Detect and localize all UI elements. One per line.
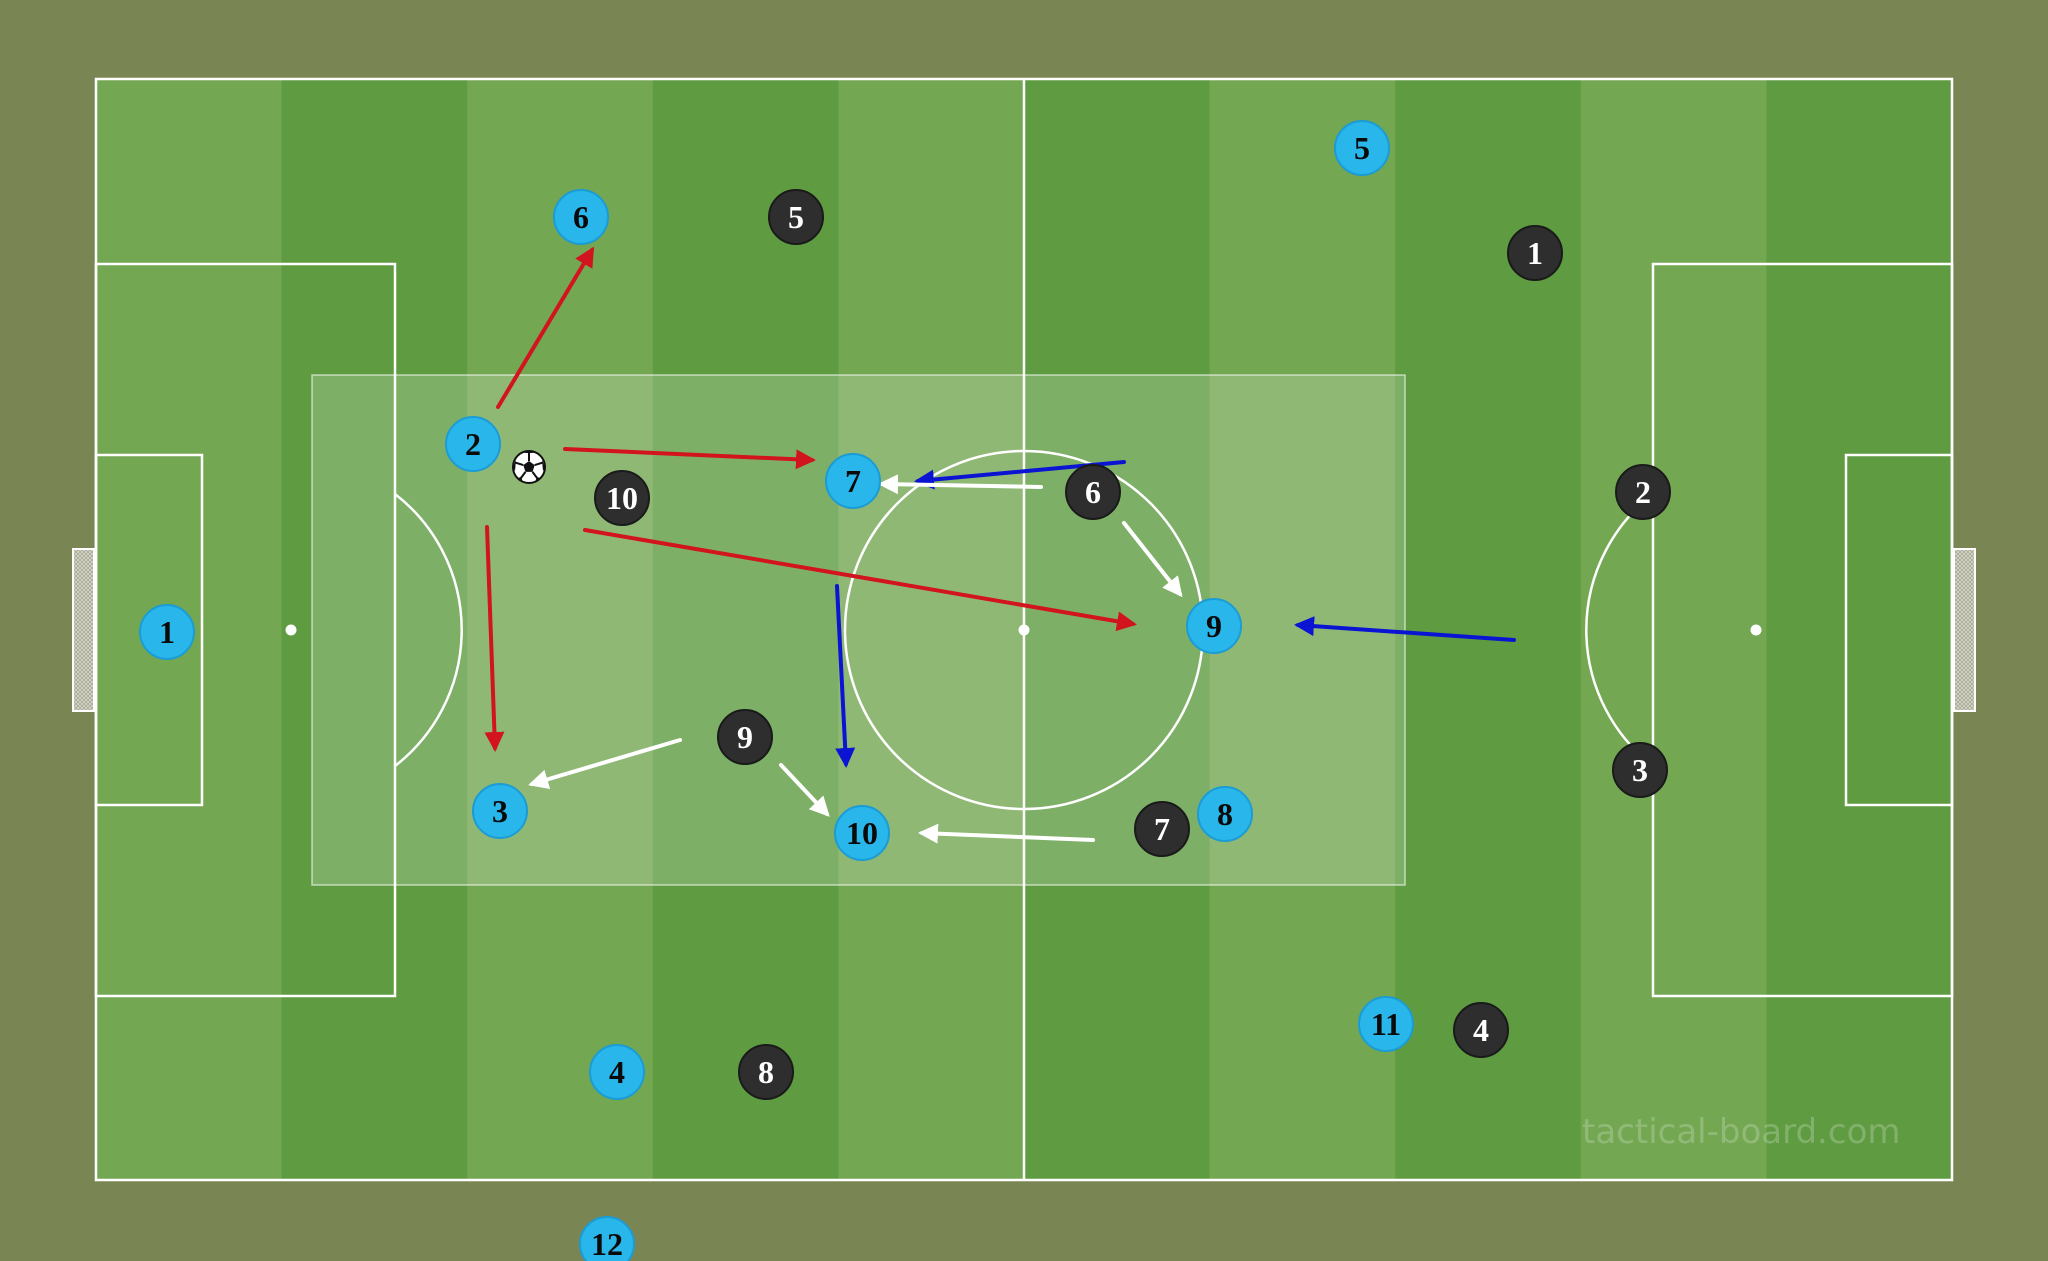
home-player[interactable]: 5	[1334, 120, 1390, 176]
player-number: 10	[606, 480, 638, 516]
pass-arrow-red[interactable]	[563, 447, 816, 470]
right-penalty-arc	[1585, 493, 1654, 767]
player-number: 11	[1371, 1006, 1401, 1042]
left-goal	[72, 548, 95, 712]
away-player[interactable]: 2	[1615, 464, 1671, 520]
away-player[interactable]: 7	[1134, 801, 1190, 857]
right-goal-area	[1844, 453, 1954, 807]
pitch-lines	[94, 77, 1954, 1182]
run-arrow-white[interactable]	[528, 738, 682, 790]
soccer-ball-icon[interactable]	[512, 450, 546, 484]
player-number: 1	[159, 614, 175, 650]
away-player[interactable]: 9	[717, 709, 773, 765]
run-arrow-blue[interactable]	[1294, 616, 1516, 642]
away-player[interactable]: 6	[1065, 464, 1121, 520]
away-player[interactable]: 5	[768, 189, 824, 245]
watermark-text: tactical-board.com	[1582, 1112, 1900, 1152]
player-number: 4	[1473, 1012, 1489, 1048]
pitch-stripe	[838, 79, 1025, 1180]
pass-arrow-red[interactable]	[484, 525, 505, 752]
home-team: 1 2 3 4 5 6 7 8 9 10 11 12	[139, 120, 1414, 1261]
left-goal-area	[94, 453, 204, 807]
player-number: 7	[845, 463, 861, 499]
away-player[interactable]: 3	[1612, 742, 1668, 798]
player-number: 3	[492, 793, 508, 829]
player-number: 2	[465, 426, 481, 462]
player-number: 2	[1635, 474, 1651, 510]
home-player[interactable]: 3	[472, 783, 528, 839]
pitch-stripe	[1766, 79, 1953, 1180]
player-number: 9	[737, 719, 753, 755]
home-player[interactable]: 7	[825, 453, 881, 509]
run-arrow-blue[interactable]	[835, 584, 856, 768]
player-number: 1	[1527, 235, 1543, 271]
pitch-stripe	[467, 79, 654, 1180]
home-player[interactable]: 2	[445, 416, 501, 472]
run-arrow-white[interactable]	[779, 763, 830, 817]
player-number: 5	[788, 199, 804, 235]
player-number: 8	[758, 1054, 774, 1090]
player-number: 6	[1085, 474, 1101, 510]
away-player[interactable]: 8	[738, 1044, 794, 1100]
right-penalty-spot	[1750, 624, 1762, 636]
home-player[interactable]: 11	[1358, 996, 1414, 1052]
run-arrow-white[interactable]	[1122, 521, 1183, 598]
home-player[interactable]: 4	[589, 1044, 645, 1100]
home-player[interactable]: 6	[553, 189, 609, 245]
away-team: 1 2 3 4 5 6 7 8 9 10	[594, 189, 1671, 1100]
home-player[interactable]: 9	[1186, 598, 1242, 654]
pass-arrow-red[interactable]	[496, 246, 595, 409]
run-arrow-white[interactable]	[918, 823, 1095, 844]
away-player[interactable]: 1	[1507, 225, 1563, 281]
home-player[interactable]: 8	[1197, 786, 1253, 842]
player-number: 6	[573, 199, 589, 235]
home-player[interactable]: 10	[834, 805, 890, 861]
home-player[interactable]: 1	[139, 604, 195, 660]
right-goal	[1953, 548, 1976, 712]
player-number: 7	[1154, 811, 1170, 847]
player-number: 9	[1206, 608, 1222, 644]
player-number: 10	[846, 815, 878, 851]
away-player[interactable]: 4	[1453, 1002, 1509, 1058]
pitch-stripe	[1580, 79, 1767, 1180]
player-number: 5	[1354, 130, 1370, 166]
player-number: 3	[1632, 752, 1648, 788]
away-player[interactable]: 10	[594, 470, 650, 526]
left-penalty-spot	[285, 624, 297, 636]
run-arrow-white[interactable]	[878, 474, 1043, 495]
home-player[interactable]: 12	[579, 1216, 635, 1261]
pass-arrow-red[interactable]	[583, 528, 1137, 632]
left-penalty-arc	[394, 493, 463, 767]
player-number: 12	[591, 1226, 623, 1261]
player-number: 4	[609, 1054, 625, 1090]
pitch-stripe	[652, 79, 839, 1180]
player-number: 8	[1217, 796, 1233, 832]
center-spot	[1018, 624, 1030, 636]
